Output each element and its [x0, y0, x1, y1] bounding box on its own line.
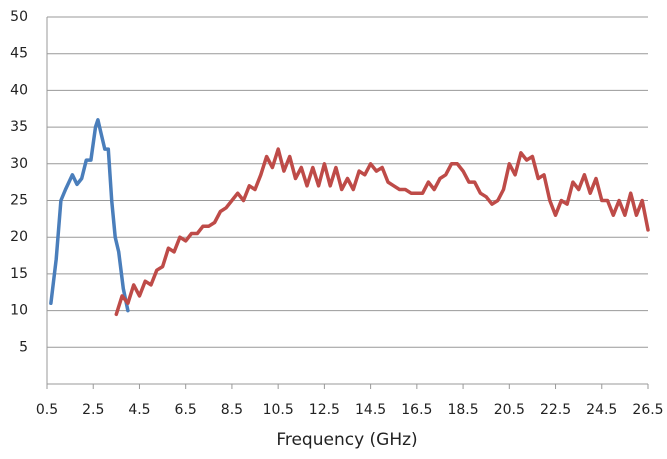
x-tick-label: 10.5: [263, 402, 294, 418]
x-tick-label: 16.5: [401, 402, 432, 418]
y-tick-label: 5: [19, 339, 28, 355]
y-tick-label: 45: [10, 46, 28, 62]
x-tick-label: 8.5: [221, 402, 243, 418]
x-tick-label: 20.5: [494, 402, 525, 418]
y-tick-label: 15: [10, 266, 28, 282]
x-tick-label: 0.5: [36, 402, 58, 418]
y-tick-label: 20: [10, 229, 28, 245]
y-tick-label: 10: [10, 303, 28, 319]
x-tick-label: 12.5: [309, 402, 340, 418]
x-tick-label: 2.5: [82, 402, 104, 418]
x-tick-label: 4.5: [128, 402, 150, 418]
y-tick-label: 30: [10, 156, 28, 172]
y-tick-label: 35: [10, 119, 28, 135]
series-line: [49, 118, 130, 313]
x-tick-label: 14.5: [355, 402, 386, 418]
x-tick-label: 26.5: [632, 402, 663, 418]
x-tick-label: 24.5: [586, 402, 617, 418]
series-line: [114, 147, 650, 317]
y-tick-label: 25: [10, 193, 28, 209]
x-tick-label: 6.5: [175, 402, 197, 418]
x-axis-label: Frequency (GHz): [276, 430, 417, 450]
y-tick-label: 40: [10, 82, 28, 98]
x-tick-label: 18.5: [447, 402, 478, 418]
x-tick-label: 22.5: [540, 402, 571, 418]
y-tick-label: 50: [10, 9, 28, 25]
